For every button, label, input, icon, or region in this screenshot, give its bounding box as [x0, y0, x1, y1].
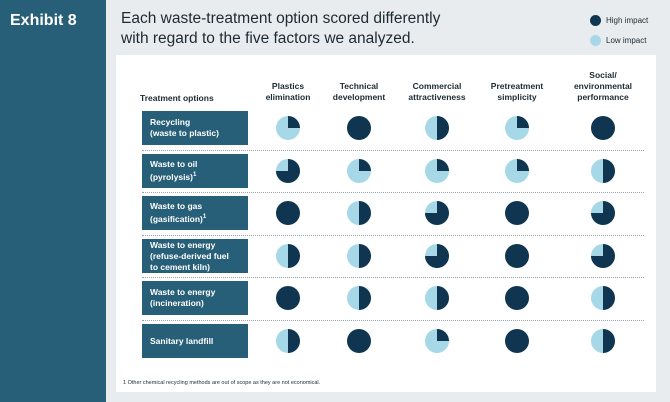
treatment-option-text: Waste to energy	[150, 239, 216, 250]
treatment-option-label-line: Sanitary landfill	[150, 336, 248, 347]
legend-label-low: Low impact	[606, 36, 647, 45]
row-separator	[142, 192, 644, 193]
legend-swatch-high	[590, 15, 601, 26]
column-header-line: Plastics	[271, 81, 305, 91]
column-header-5: Social/environmental performance	[558, 70, 648, 103]
treatment-option-label-line: Recycling	[150, 117, 248, 128]
column-header-line: environmental	[573, 81, 633, 91]
column-header-2: Technical development	[314, 81, 404, 103]
column-header-line: attractiveness	[408, 92, 466, 102]
column-header-line: performance	[577, 92, 629, 102]
column-header-line: Pretreatment	[490, 81, 544, 91]
legend-label-high: High impact	[606, 16, 649, 25]
row-header: Treatment options	[140, 93, 214, 103]
treatment-option-text: Recycling	[150, 117, 191, 127]
treatment-option-label-line: Waste to energy	[150, 287, 248, 298]
column-header-line: simplicity	[497, 92, 537, 102]
legend-item-high: High impact	[590, 13, 648, 28]
treatment-option-label: Waste to oil (pyrolysis)1	[142, 154, 248, 188]
column-header-3: Commercial attractiveness	[392, 81, 482, 103]
treatment-option-label: Waste to gas (gasification)1	[142, 196, 248, 230]
treatment-option-text: (pyrolysis)	[150, 171, 193, 182]
chart-title: Each waste-treatment option scored diffe…	[121, 9, 541, 49]
legend-swatch-low	[590, 35, 601, 46]
row-separator	[142, 277, 644, 278]
exhibit-sidebar	[0, 0, 106, 402]
treatment-option-label-line: (refuse-derived fuel	[150, 251, 248, 262]
column-header-line: Commercial	[412, 81, 462, 91]
treatment-option-text: Waste to energy	[150, 287, 216, 297]
column-header-line: elimination	[265, 92, 311, 102]
treatment-option-text: Waste to oil	[150, 159, 198, 170]
treatment-option-label: Recycling (waste to plastic)	[142, 111, 248, 145]
treatment-option-label-line: Waste to energy	[150, 240, 248, 251]
treatment-option-text: (waste to plastic)	[150, 128, 219, 138]
treatment-option-text: to cement kiln)	[150, 261, 210, 272]
row-separator	[142, 319, 644, 321]
treatment-option-text: Sanitary landfill	[150, 335, 214, 346]
treatment-option-text: (gasification)	[150, 213, 203, 224]
treatment-option-label-line: (gasification)1	[150, 212, 248, 225]
row-separator	[142, 149, 644, 151]
row-separator	[142, 234, 644, 236]
column-header-1: Plastics elimination	[243, 81, 333, 103]
legend: High impact Low impact	[590, 13, 648, 53]
treatment-option-label-line: (incineration)	[150, 298, 248, 309]
footnote: 1 Other chemical recycling methods are o…	[123, 380, 321, 386]
legend-item-low: Low impact	[590, 33, 648, 48]
treatment-option-label-line: (pyrolysis)1	[150, 170, 248, 183]
treatment-option-label: Waste to energy (refuse-derived fuel to ce…	[142, 239, 248, 273]
chart-title-line-1: Each waste-treatment option scored diffe…	[121, 10, 441, 27]
footnote-marker: 1	[202, 214, 207, 221]
treatment-option-label: Sanitary landfill	[142, 324, 248, 358]
treatment-option-label-line: Waste to gas	[150, 201, 248, 212]
column-header-line: development	[332, 92, 386, 102]
treatment-option-label-line: to cement kiln)	[150, 262, 248, 273]
treatment-option-text: (refuse-derived fuel	[150, 250, 229, 261]
treatment-option-label-line: Waste to oil	[150, 159, 248, 170]
treatment-option-text: Waste to gas	[150, 201, 203, 212]
column-header-4: Pretreatment simplicity	[472, 81, 562, 103]
treatment-option-label-line: (waste to plastic)	[150, 128, 248, 139]
column-header-line: Technical	[339, 81, 379, 91]
treatment-option-label: Waste to energy (incineration)	[142, 281, 248, 315]
treatment-option-text: (incineration)	[150, 298, 204, 308]
footnote-marker: 1	[193, 172, 197, 179]
column-header-line: Social/	[589, 70, 617, 80]
exhibit-label: Exhibit 8	[10, 12, 77, 29]
chart-title-line-2: with regard to the five factors we analy…	[121, 30, 415, 47]
